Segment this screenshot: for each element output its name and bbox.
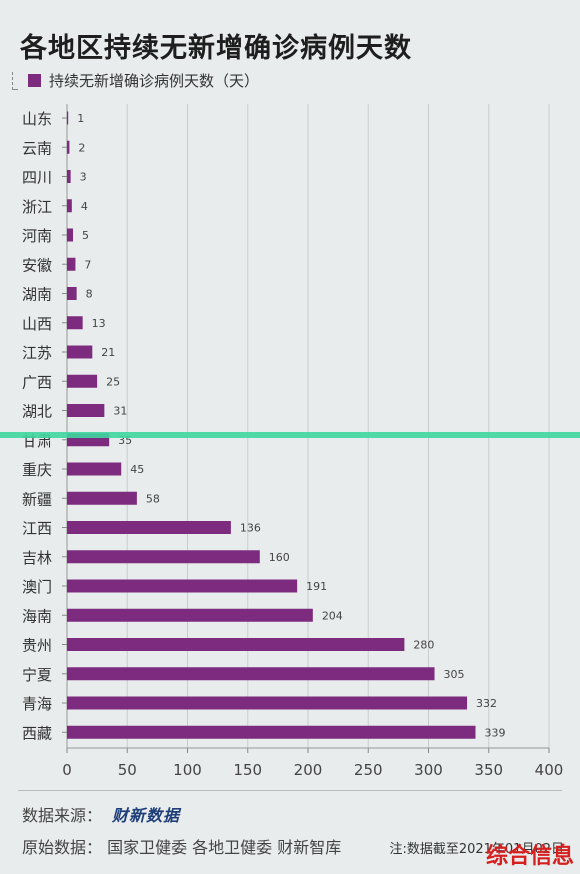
data-label: 31	[113, 405, 127, 418]
data-label: 332	[476, 697, 497, 710]
source-row: 数据来源： 财新数据	[22, 802, 180, 826]
overlay-scan-line	[0, 432, 580, 438]
bar	[67, 521, 231, 534]
x-tick-label: 400	[535, 761, 564, 779]
x-tick-label: 0	[62, 761, 72, 779]
footer: 数据来源： 财新数据 原始数据： 国家卫健委 各地卫健委 财新智库 注:数据截至…	[0, 790, 580, 874]
bar	[67, 667, 435, 681]
x-tick-label: 200	[294, 761, 323, 779]
data-label: 136	[240, 522, 261, 535]
category-label: 浙江	[22, 198, 52, 216]
legend-label: 持续无新增确诊病例天数（天）	[49, 72, 260, 90]
bar	[67, 199, 72, 213]
bar	[67, 316, 83, 330]
data-label: 45	[130, 463, 144, 476]
bar	[67, 696, 468, 710]
category-label: 海南	[22, 607, 52, 625]
data-label: 305	[444, 668, 465, 681]
category-label: 四川	[22, 169, 52, 187]
bar	[67, 725, 476, 739]
data-label: 21	[101, 346, 115, 359]
bar	[67, 550, 260, 564]
source-brand-logo: 财新数据	[112, 806, 181, 825]
category-label: 江苏	[22, 344, 52, 362]
bar	[67, 287, 77, 300]
data-label: 339	[484, 726, 505, 739]
category-label: 澳门	[22, 578, 52, 596]
watermark-logo: 综合信息	[485, 844, 574, 869]
bar-chart: 0 50 100 150 200 250 300 350 400 山东 1 云南 2 四川 3 浙江 4 河南 5 安…	[22, 104, 564, 779]
category-label: 湖北	[22, 403, 52, 421]
data-label: 2	[78, 141, 85, 154]
bar	[67, 579, 298, 593]
bar	[67, 374, 98, 388]
source-label: 数据来源：	[22, 806, 103, 825]
bar	[67, 257, 76, 271]
category-label: 云南	[22, 139, 52, 157]
bar	[67, 228, 74, 242]
data-label: 3	[80, 171, 87, 184]
data-label: 13	[92, 317, 106, 330]
category-label: 河南	[22, 227, 52, 245]
bar	[67, 111, 69, 125]
data-label: 8	[86, 288, 93, 301]
category-label: 贵州	[22, 637, 52, 655]
data-label: 5	[82, 229, 89, 242]
category-label: 西藏	[22, 724, 52, 742]
x-tick-label: 250	[354, 761, 383, 779]
bar	[67, 462, 122, 476]
category-label: 重庆	[22, 461, 52, 479]
data-label: 280	[413, 639, 434, 652]
legend-swatch	[28, 74, 41, 87]
data-label: 204	[322, 609, 343, 622]
bar	[67, 170, 71, 183]
category-label: 吉林	[22, 549, 52, 567]
footer-divider	[18, 790, 562, 791]
chart-title: 各地区持续无新增确诊病例天数	[20, 33, 412, 64]
bar	[67, 140, 70, 154]
x-tick-label: 350	[474, 761, 503, 779]
category-label: 湖南	[22, 286, 52, 304]
origin-data-text: 原始数据： 国家卫健委 各地卫健委 财新智库	[22, 838, 342, 857]
category-label: 青海	[22, 695, 52, 713]
category-label: 宁夏	[22, 666, 52, 684]
category-label: 山东	[22, 110, 52, 128]
category-label: 广西	[22, 373, 52, 391]
data-label: 191	[306, 580, 327, 593]
data-label: 25	[106, 375, 120, 388]
legend-bracket	[12, 72, 18, 90]
x-tick-label: 300	[414, 761, 443, 779]
category-label: 新疆	[22, 490, 52, 508]
bar	[67, 608, 313, 622]
category-label: 江西	[22, 520, 52, 538]
legend: 持续无新增确诊病例天数（天）	[18, 70, 259, 91]
bar	[67, 638, 405, 651]
x-tick-label: 100	[173, 761, 202, 779]
data-label: 58	[146, 492, 160, 505]
data-label: 4	[81, 200, 88, 213]
data-label: 160	[269, 551, 290, 564]
data-label: 1	[77, 112, 84, 125]
x-tick-label: 150	[233, 761, 262, 779]
x-tick-label: 50	[118, 761, 137, 779]
bar	[67, 491, 137, 505]
date-note: 注:数据截至2021年01月02日	[389, 842, 564, 857]
bar	[67, 404, 105, 417]
category-label: 安徽	[22, 256, 52, 274]
data-label: 7	[84, 258, 91, 271]
category-label: 山西	[22, 315, 52, 333]
bar	[67, 345, 93, 359]
